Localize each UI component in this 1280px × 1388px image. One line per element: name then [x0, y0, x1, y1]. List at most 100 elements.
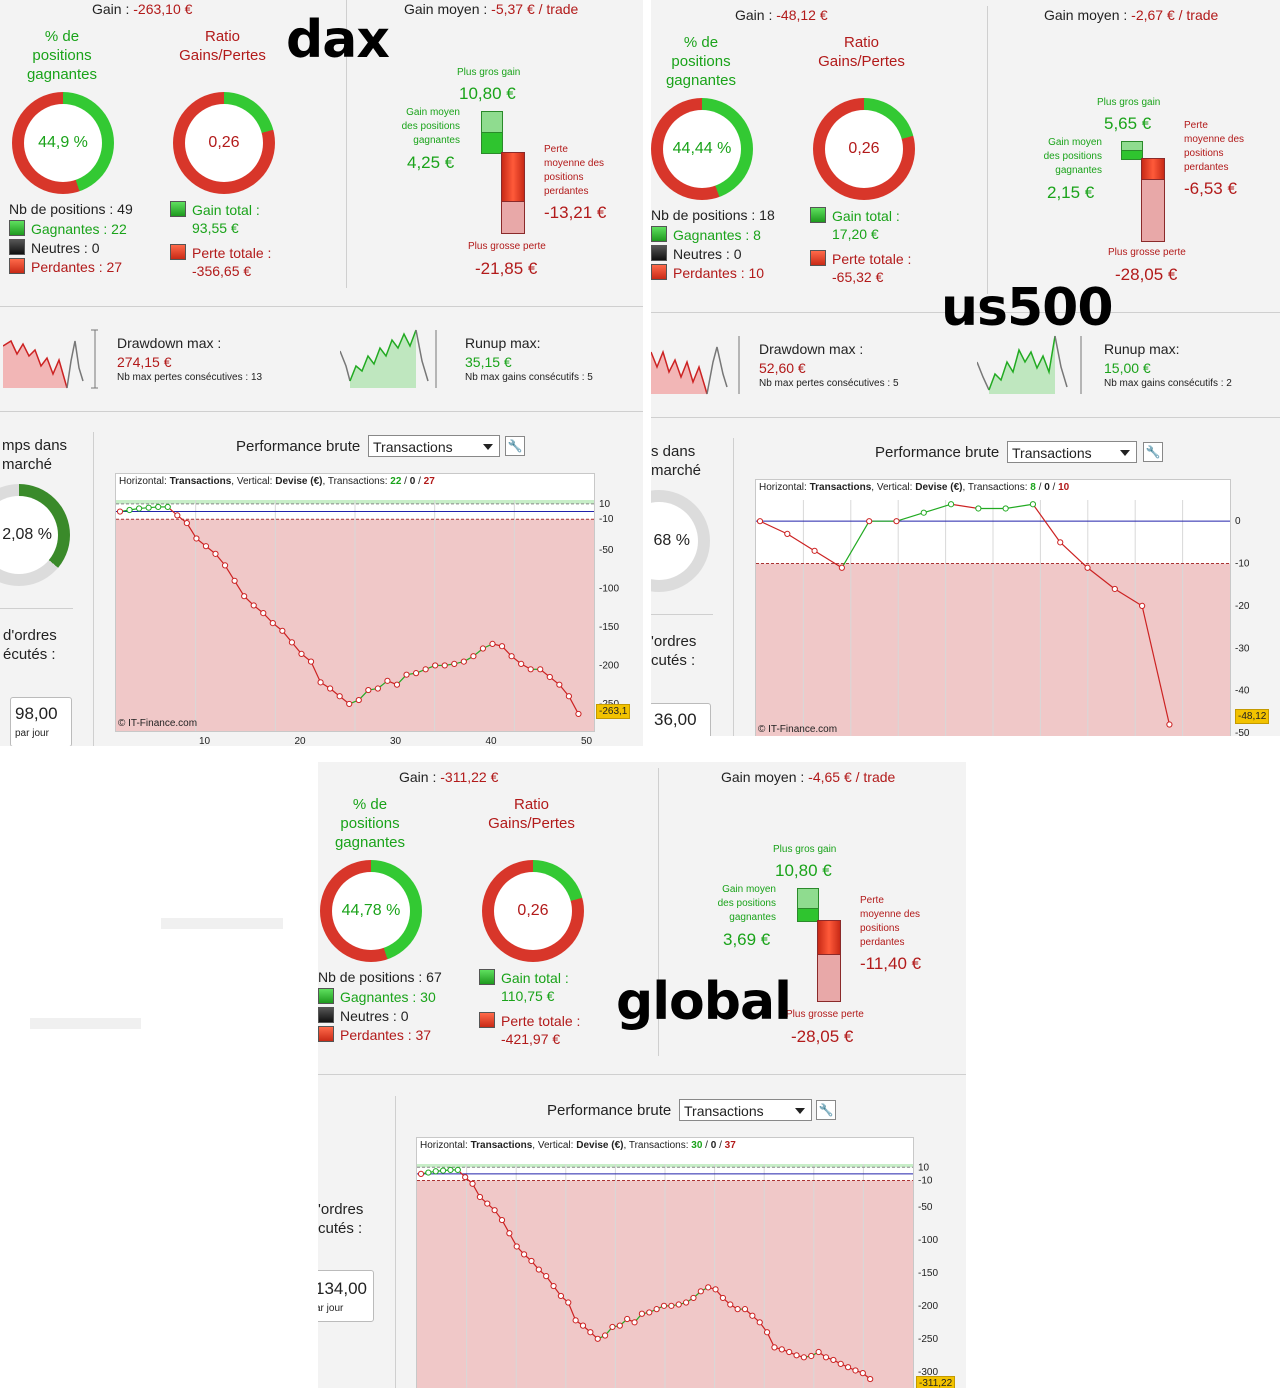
data-point: [250, 602, 257, 609]
data-point: [241, 593, 248, 600]
data-point: [476, 1193, 484, 1201]
data-point: [631, 1319, 638, 1326]
data-point: [866, 518, 873, 525]
wrench-icon[interactable]: 🔧: [1143, 442, 1163, 462]
data-point: [174, 512, 181, 519]
nb-max-gains: Nb max gains consécutifs : 5: [465, 372, 593, 383]
data-point: [1002, 505, 1009, 512]
gain-total: Gain total :: [479, 969, 569, 986]
data-point: [136, 505, 143, 512]
series-segment: [896, 512, 924, 522]
transactions-select[interactable]: Transactions: [1007, 441, 1137, 463]
gain-moyen-label: Gain moyen des positions gagnantes: [401, 107, 460, 146]
series-segment: [1141, 605, 1170, 725]
perte-totale-value: -356,65 €: [192, 263, 252, 279]
data-point: [537, 666, 544, 673]
y-tick-label: -300: [918, 1367, 938, 1378]
data-point: [749, 1312, 756, 1319]
perf-brute-label: Performance brute: [875, 444, 1000, 461]
data-point: [484, 1200, 491, 1207]
transactions-select[interactable]: Transactions: [368, 435, 500, 457]
data-point: [837, 1360, 844, 1367]
y-tick-label: -200: [918, 1301, 938, 1312]
data-point: [756, 1319, 763, 1326]
data-point: [183, 519, 190, 527]
ratio-donut: 0,26: [173, 92, 275, 194]
perte-totale-value: -421,97 €: [501, 1031, 561, 1047]
perte-moy-label: Perte moyenne des positions perdantes: [1184, 120, 1245, 173]
data-point: [1084, 564, 1091, 571]
runup-label: Runup max:: [465, 335, 541, 351]
par-jour-box: 36,00: [651, 703, 711, 736]
perte-moy-value: -11,40 €: [860, 954, 922, 973]
data-point: [520, 1251, 528, 1258]
data-point: [479, 645, 487, 652]
data-point: [1111, 585, 1118, 593]
y-tick-label: -40: [1235, 686, 1250, 697]
data-point: [374, 685, 381, 692]
plus-gros-gain-label: Plus gros gain: [773, 844, 837, 855]
data-point: [800, 1354, 808, 1361]
y-tick-label: -150: [918, 1268, 938, 1279]
data-point: [164, 503, 171, 511]
dax-chart-svg: [116, 500, 594, 731]
nb-max-pertes: Nb max pertes consécutives : 5: [759, 378, 899, 389]
x-tick-label: 40: [485, 736, 497, 746]
series-segment: [310, 661, 322, 683]
transactions-select[interactable]: Transactions: [679, 1099, 812, 1121]
data-point: [1139, 602, 1146, 610]
data-point: [947, 501, 955, 508]
data-point: [556, 681, 563, 688]
data-point: [412, 670, 420, 677]
data-point: [279, 627, 286, 634]
series-segment: [1032, 503, 1061, 543]
y-tick-label: -10: [1235, 559, 1250, 570]
data-point: [346, 700, 353, 708]
data-point: [145, 504, 152, 511]
data-point: [527, 666, 534, 673]
series-segment: [759, 520, 788, 535]
data-point: [601, 1332, 609, 1339]
pct-label: % de positions gagnantes: [26, 28, 98, 83]
wrench-icon[interactable]: 🔧: [505, 436, 525, 456]
data-point: [690, 1294, 697, 1302]
data-point: [451, 660, 458, 668]
data-point: [565, 1299, 572, 1306]
data-point: [859, 1370, 866, 1377]
y-tick-label: -100: [918, 1235, 938, 1246]
data-point: [808, 1352, 815, 1360]
data-point: [624, 1315, 631, 1323]
temps-value: 68 %: [651, 502, 698, 580]
par-jour-box: 98,00 par jour: [10, 697, 72, 746]
global-panel: Gain : -311,22 € Gain moyen : -4,65 € / …: [318, 762, 966, 1388]
gain-total-value: 110,75 €: [501, 988, 555, 1004]
data-point: [646, 1309, 653, 1316]
wrench-icon[interactable]: 🔧: [816, 1100, 836, 1120]
plus-gros-gain-value: 5,65 €: [1104, 114, 1152, 133]
data-point: [1029, 501, 1037, 508]
chart-header: Horizontal: Transactions, Vertical: Devi…: [759, 482, 1070, 493]
data-point: [844, 1364, 852, 1371]
data-point: [572, 1317, 579, 1324]
data-point: [518, 660, 525, 668]
runup-sparkline: [977, 335, 1082, 394]
series-segment: [568, 695, 579, 715]
data-point: [231, 577, 238, 584]
data-point: [579, 1322, 587, 1329]
data-point: [668, 1302, 675, 1309]
perf-brute-label: Performance brute: [547, 1102, 672, 1119]
perte-moy-value: -13,21 €: [544, 203, 607, 222]
ratio-value: 0,26: [185, 104, 263, 182]
dax-gain-moyen: Gain moyen : -5,37 € / trade: [404, 1, 579, 17]
data-point: [565, 693, 572, 700]
ordres-label: 'ordres cutés :: [651, 633, 697, 669]
series-segment: [1059, 541, 1088, 569]
ratio-donut: 0,26: [813, 98, 915, 200]
series-segment: [1087, 567, 1116, 590]
x-tick-label: 20: [294, 736, 306, 746]
dax-gain: Gain : -263,10 €: [92, 1, 193, 17]
pct-label: % de positions gagnantes: [334, 796, 406, 851]
data-point: [355, 696, 362, 704]
data-point: [712, 1286, 719, 1293]
series-segment: [1114, 588, 1143, 607]
